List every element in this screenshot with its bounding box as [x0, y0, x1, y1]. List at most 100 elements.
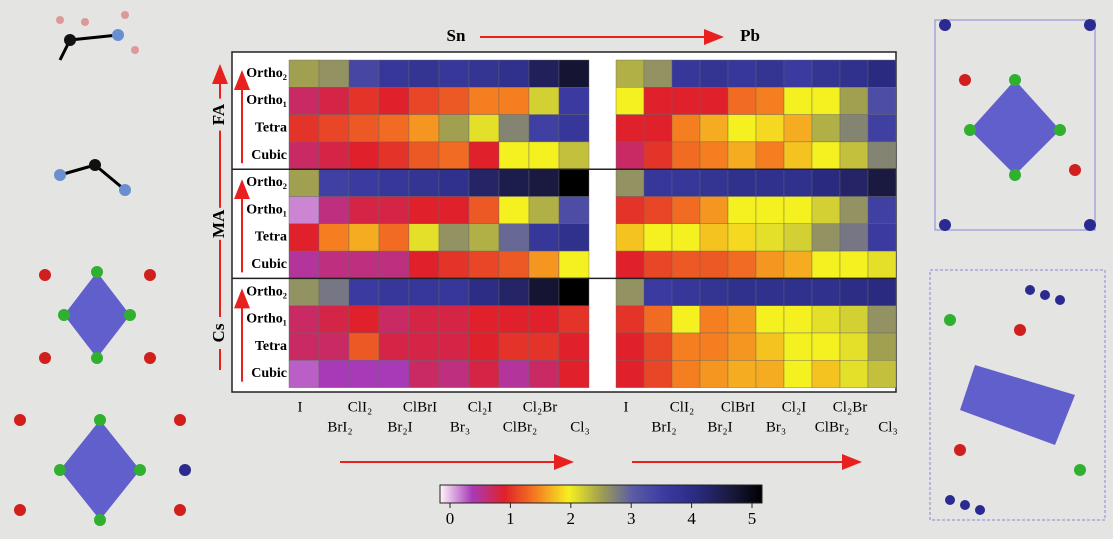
heat-cell: [615, 223, 645, 252]
heat-cell: [811, 59, 841, 88]
heat-cell: [348, 332, 380, 361]
x-tick-label: Cl₂I: [468, 399, 492, 415]
heat-cell: [288, 168, 320, 197]
heat-cell: [671, 168, 701, 197]
heat-cell: [378, 114, 410, 143]
heat-cell: [643, 223, 673, 252]
group-label-bg: [210, 207, 230, 240]
x-tick-label: Br₂I: [387, 419, 412, 435]
heat-cell: [468, 141, 500, 170]
heat-cell: [755, 59, 785, 88]
heat-cell: [839, 168, 869, 197]
heat-cell: [348, 278, 380, 306]
heat-cell: [811, 114, 841, 143]
colorbar-tick-label: 0: [446, 509, 455, 528]
heat-cell: [643, 360, 673, 388]
y-tick-label: Ortho₁: [246, 312, 287, 327]
x-tick-label: Br₃: [450, 419, 470, 435]
heat-cell: [867, 360, 897, 388]
colorbar-tick-label: 5: [748, 509, 757, 528]
heat-cell: [558, 332, 590, 361]
heat-cell: [318, 168, 350, 197]
colorbar-tick-label: 3: [627, 509, 636, 528]
heat-cell: [615, 59, 645, 88]
heat-cell: [288, 278, 320, 306]
heat-cell: [438, 87, 470, 115]
heat-cell: [867, 196, 897, 224]
x-tick-label: I: [624, 399, 629, 415]
heat-cell: [867, 59, 897, 88]
heat-cell: [318, 305, 350, 334]
heat-cell: [498, 114, 530, 143]
x-tick-label: BrI₂: [327, 419, 352, 435]
x-tick-label: I: [298, 399, 303, 415]
heat-cell: [699, 223, 729, 252]
heat-cell: [867, 305, 897, 334]
x-tick-label: ClBr₂: [503, 419, 537, 435]
heat-cell: [318, 332, 350, 361]
heat-cell: [727, 59, 757, 88]
heat-cell: [348, 223, 380, 252]
heat-cell: [783, 223, 813, 252]
heat-cell: [671, 59, 701, 88]
heat-cell: [643, 278, 673, 306]
heat-cell: [438, 360, 470, 388]
x-tick-label: ClBrI: [721, 399, 755, 415]
heat-cell: [867, 332, 897, 361]
y-tick-label: Tetra: [255, 339, 287, 354]
heat-cell: [783, 332, 813, 361]
heat-cell: [867, 114, 897, 143]
heat-cell: [699, 250, 729, 279]
heat-cell: [755, 223, 785, 252]
heat-cell: [408, 168, 440, 197]
heat-cell: [408, 332, 440, 361]
heat-cell: [699, 114, 729, 143]
heat-cell: [468, 250, 500, 279]
heat-cell: [615, 168, 645, 197]
heat-cell: [783, 87, 813, 115]
heat-cell: [468, 332, 500, 361]
heat-cell: [318, 360, 350, 388]
heat-cell: [839, 305, 869, 334]
heat-cell: [348, 59, 380, 88]
heat-cell: [408, 59, 440, 88]
heat-cell: [699, 332, 729, 361]
heat-cell: [558, 223, 590, 252]
heat-cell: [699, 168, 729, 197]
heat-cell: [528, 114, 560, 143]
x-tick-label: ClBrI: [403, 399, 437, 415]
heat-cell: [468, 360, 500, 388]
heat-cell: [438, 332, 470, 361]
heat-cell: [811, 278, 841, 306]
heat-cell: [288, 223, 320, 252]
group-label: FA: [209, 103, 228, 125]
heat-cell: [811, 250, 841, 279]
heat-cell: [811, 223, 841, 252]
group-label-bg: [210, 98, 230, 131]
x-tick-label: Cl₂Br: [833, 399, 867, 415]
x-tick-label: Cl₂Br: [523, 399, 557, 415]
heat-cell: [378, 332, 410, 361]
heat-cell: [288, 59, 320, 88]
heat-cell: [643, 141, 673, 170]
heat-cell: [408, 114, 440, 143]
y-tick-label: Cubic: [251, 366, 287, 381]
heat-cell: [438, 114, 470, 143]
x-tick-label: Cl₃: [570, 419, 589, 435]
heat-cell: [438, 59, 470, 88]
heat-cell: [468, 168, 500, 197]
heat-cell: [348, 250, 380, 279]
heat-cell: [528, 196, 560, 224]
heat-cell: [811, 196, 841, 224]
heat-cell: [699, 305, 729, 334]
heat-cell: [839, 360, 869, 388]
heat-cell: [699, 59, 729, 88]
heat-cell: [378, 223, 410, 252]
heat-cell: [755, 305, 785, 334]
heat-cell: [288, 196, 320, 224]
heat-cell: [498, 332, 530, 361]
x-tick-label: ClI₂: [670, 399, 694, 415]
heat-cell: [671, 223, 701, 252]
heat-cell: [783, 278, 813, 306]
